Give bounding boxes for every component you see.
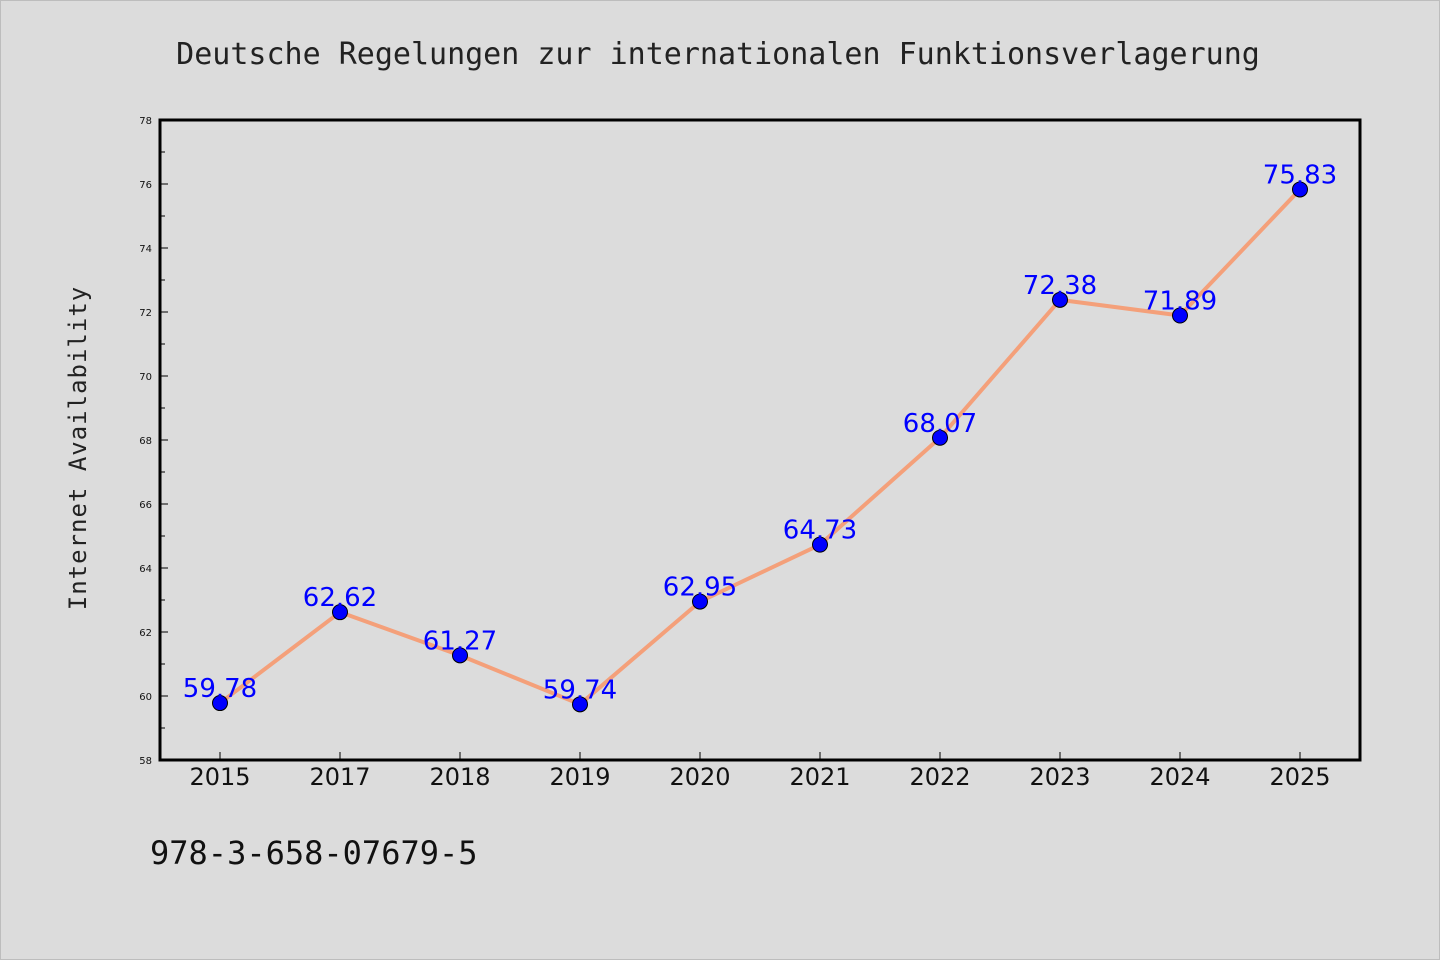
data-label: 61.27 [423,626,497,656]
y-tick-label: 64 [139,564,152,575]
data-label: 68.07 [903,409,977,439]
data-point [1052,291,1068,308]
footer-isbn: 978-3-658-07679-5 [150,834,478,872]
data-label: 72.38 [1023,271,1097,301]
series-line [218,187,1302,707]
y-tick-label: 76 [139,180,152,191]
chart-title: Deutsche Regelungen zur internationalen … [176,37,1260,72]
data-label: 62.62 [303,583,377,613]
x-tick-label: 2025 [1269,763,1330,791]
y-tick-label: 58 [139,756,152,767]
data-point [572,696,588,713]
y-tick-label: 70 [139,372,152,383]
x-tick-label: 2015 [189,763,250,791]
data-label: 71.89 [1143,287,1217,317]
data-label: 59.78 [183,674,257,704]
data-point [812,536,828,553]
x-tick-label: 2020 [669,763,730,791]
x-tick-label: 2023 [1029,763,1090,791]
data-point [1172,307,1188,324]
y-tick-label: 66 [139,500,152,511]
x-tick-label: 2021 [789,763,850,791]
markers-layer [212,181,1308,713]
y-axis-label: Internet Availability [64,286,92,610]
x-tick-label: 2018 [429,763,490,791]
y-tick-label: 74 [139,244,152,255]
data-point [332,604,348,621]
y-tick-label: 72 [139,308,152,319]
x-tick-label: 2022 [909,763,970,791]
data-point [692,593,708,610]
data-label: 59.74 [543,675,617,705]
x-axis: 2015 2017 2018 2019 2020 2021 2022 2023 2024 2025 [189,752,1331,791]
data-point [1292,181,1308,198]
y-axis: 58 60 62 64 66 68 70 72 74 76 78 [139,116,168,767]
x-tick-label: 2024 [1149,763,1210,791]
data-label: 64.73 [783,516,857,546]
y-tick-label: 60 [139,692,152,703]
data-point [212,695,228,712]
data-point [932,429,948,446]
x-tick-label: 2019 [549,763,610,791]
data-point [452,647,468,664]
series-layer [218,187,1302,707]
x-tick-label: 2017 [309,763,370,791]
y-tick-label: 62 [139,628,152,639]
data-label: 62.95 [663,573,737,603]
data-label: 75.83 [1263,160,1337,190]
y-tick-label: 68 [139,436,152,447]
y-tick-label: 78 [139,116,152,127]
data-labels-layer: 59.78 62.62 61.27 59.74 62.95 64.73 68.07 72.38… [183,160,1337,705]
plot-area [158,118,1362,762]
